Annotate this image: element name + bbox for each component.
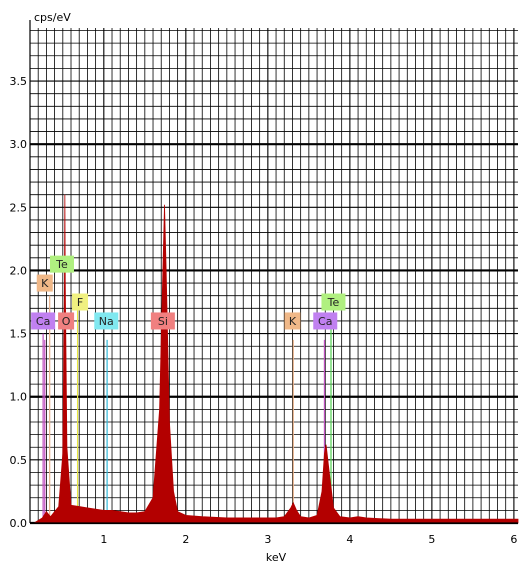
x-tick-label: 1 — [100, 533, 107, 546]
x-tick-label: 6 — [510, 533, 517, 546]
element-label-text: Te — [55, 258, 68, 271]
element-label-box — [150, 312, 175, 330]
y-tick-label: 3.5 — [10, 75, 28, 88]
grid — [29, 28, 518, 525]
element-label-text: O — [62, 315, 71, 328]
element-label-box — [284, 312, 301, 330]
y-tick-label: 0.0 — [10, 517, 28, 530]
element-label-box — [313, 312, 338, 330]
element-labels: Te K F Ca O Na Si K Te Ca — [31, 255, 346, 330]
y-axis-label: cps/eV — [34, 11, 71, 24]
element-label: Si — [150, 312, 175, 330]
x-axis-label: keV — [266, 551, 287, 564]
y-tick-label: 1.0 — [10, 391, 28, 404]
y-tick-label: 3.0 — [10, 138, 28, 151]
element-label-box — [31, 312, 56, 330]
x-tick-label: 5 — [428, 533, 435, 546]
element-label: Te — [49, 255, 74, 273]
x-tick-label: 4 — [346, 533, 353, 546]
element-label-text: K — [289, 315, 297, 328]
y-tick-label: 0.5 — [10, 454, 28, 467]
element-label-box — [321, 293, 346, 311]
element-label: K — [36, 274, 53, 292]
element-label-box — [94, 312, 119, 330]
element-label: Te — [321, 293, 346, 311]
element-label: Ca — [313, 312, 338, 330]
element-label-box — [72, 293, 89, 311]
y-tick-label: 2.5 — [10, 201, 28, 214]
element-label: F — [72, 293, 89, 311]
element-label-text: Te — [327, 296, 340, 309]
spectrum-series — [32, 194, 519, 524]
y-tick-label: 1.5 — [10, 328, 28, 341]
axes: 0.0 0.5 1.0 1.5 2.0 2.5 3.0 3.5 1 2 3 4 5 6 — [10, 20, 518, 546]
element-label-text: F — [77, 296, 83, 309]
element-label-text: Si — [158, 315, 168, 328]
element-label-text: Ca — [36, 315, 50, 328]
element-label-box — [36, 274, 53, 292]
element-label-text: K — [41, 277, 49, 290]
element-label: Na — [94, 312, 119, 330]
y-tick-label: 2.0 — [10, 264, 28, 277]
spectrum-area — [32, 194, 519, 524]
element-label-box — [58, 312, 75, 330]
element-label-box — [49, 255, 74, 273]
element-label: Ca — [31, 312, 56, 330]
element-label: K — [284, 312, 301, 330]
x-tick-label: 2 — [182, 533, 189, 546]
element-label: O — [58, 312, 75, 330]
element-label-text: Na — [99, 315, 114, 328]
x-tick-label: 3 — [264, 533, 271, 546]
element-label-text: Ca — [318, 315, 332, 328]
